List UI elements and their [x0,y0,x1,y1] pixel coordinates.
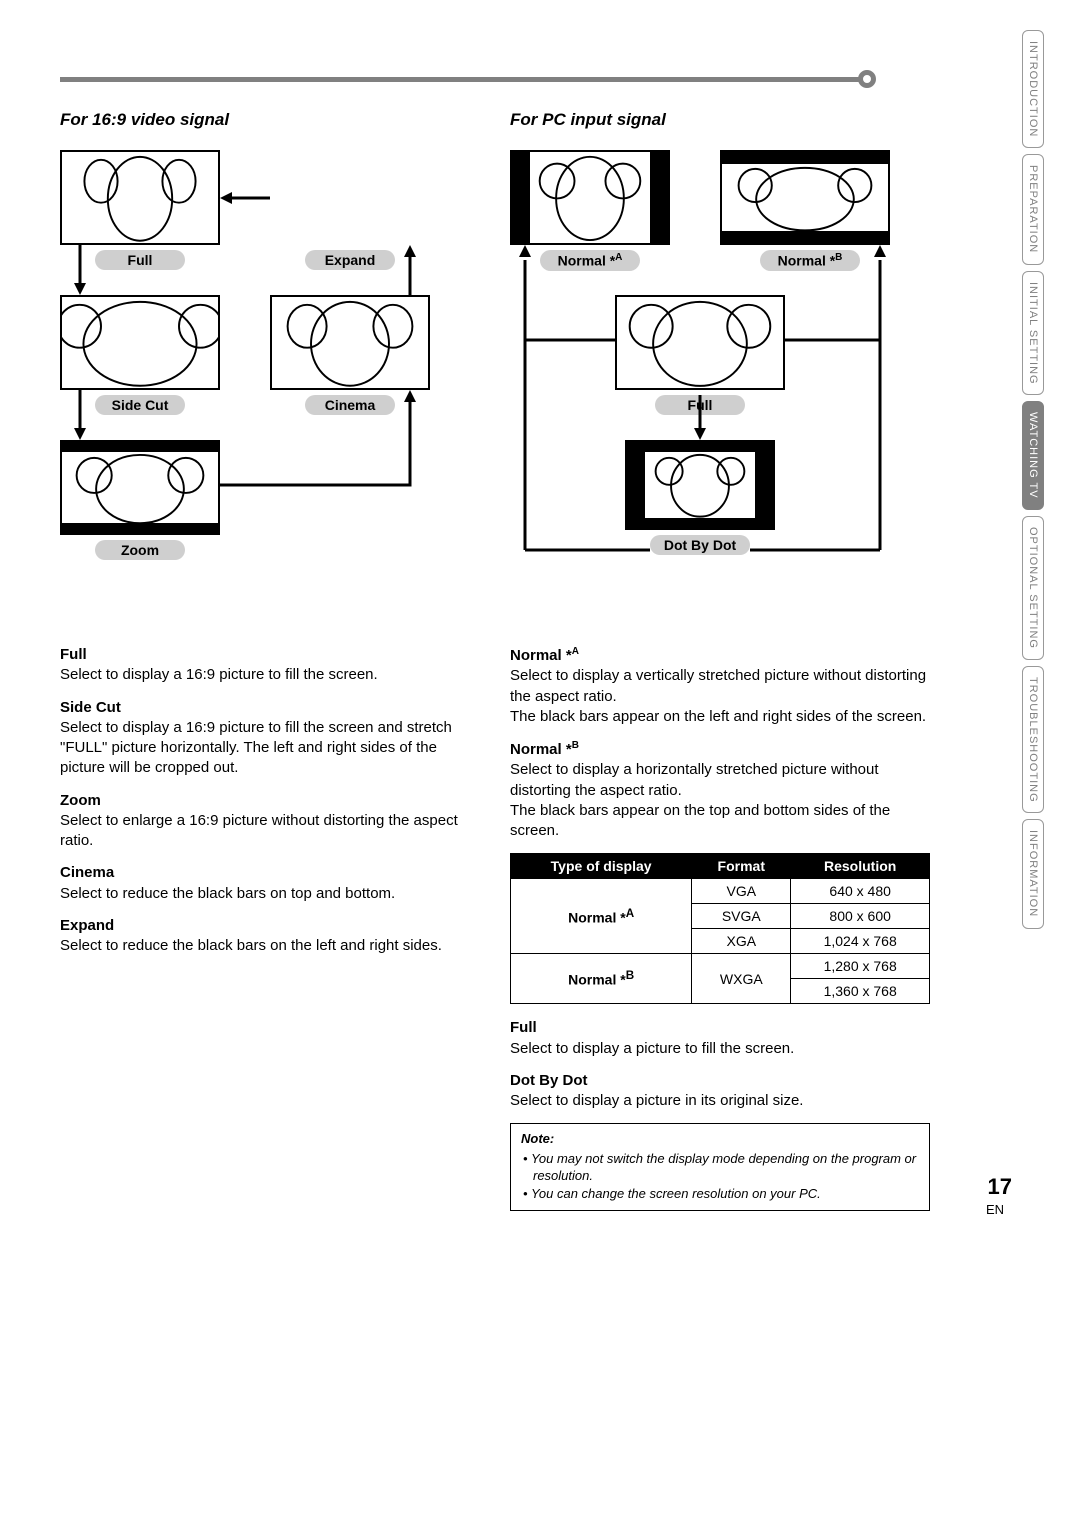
defs-left: FullSelect to display a 16:9 picture to … [60,645,480,956]
left-column: For 16:9 video signal Full Expand [60,110,480,1211]
header-rule [60,70,990,88]
side-tabs: INTRODUCTION PREPARATION INITIAL SETTING… [1022,30,1072,935]
heading-pc: For PC input signal [510,110,930,130]
tab-optional-setting[interactable]: OPTIONAL SETTING [1022,516,1044,660]
right-column: For PC input signal Normal *A Normal *B [510,110,930,1211]
diagram-16-9: Full Expand Side Cut Cinema [60,150,450,620]
label-expand: Expand [305,250,395,270]
label-full: Full [95,250,185,270]
pc-arrows [510,245,900,555]
page-footer: 17 EN [986,1174,1012,1217]
resolution-table: Type of display Format Resolution Normal… [510,853,930,1004]
def-normal-a: Normal *A Select to display a vertically… [510,645,930,727]
tab-initial-setting[interactable]: INITIAL SETTING [1022,271,1044,396]
def-dot: Dot By DotSelect to display a picture in… [510,1071,930,1112]
def-full-pc: FullSelect to display a picture to fill … [510,1018,930,1059]
label-zoom: Zoom [95,540,185,560]
tab-information[interactable]: INFORMATION [1022,819,1044,928]
page-number: 17 [988,1174,1012,1199]
tab-introduction[interactable]: INTRODUCTION [1022,30,1044,148]
tab-preparation[interactable]: PREPARATION [1022,154,1044,264]
page-lang: EN [986,1202,1004,1217]
tab-watching-tv[interactable]: WATCHING TV [1022,401,1044,510]
tab-troubleshooting[interactable]: TROUBLESHOOTING [1022,666,1044,814]
def-normal-b: Normal *B Select to display a horizontal… [510,739,930,841]
label-sidecut: Side Cut [95,395,185,415]
note-box: Note: You may not switch the display mod… [510,1123,930,1211]
heading-16-9: For 16:9 video signal [60,110,480,130]
diagram-pc: Normal *A Normal *B Full Dot By Dot [510,150,900,620]
